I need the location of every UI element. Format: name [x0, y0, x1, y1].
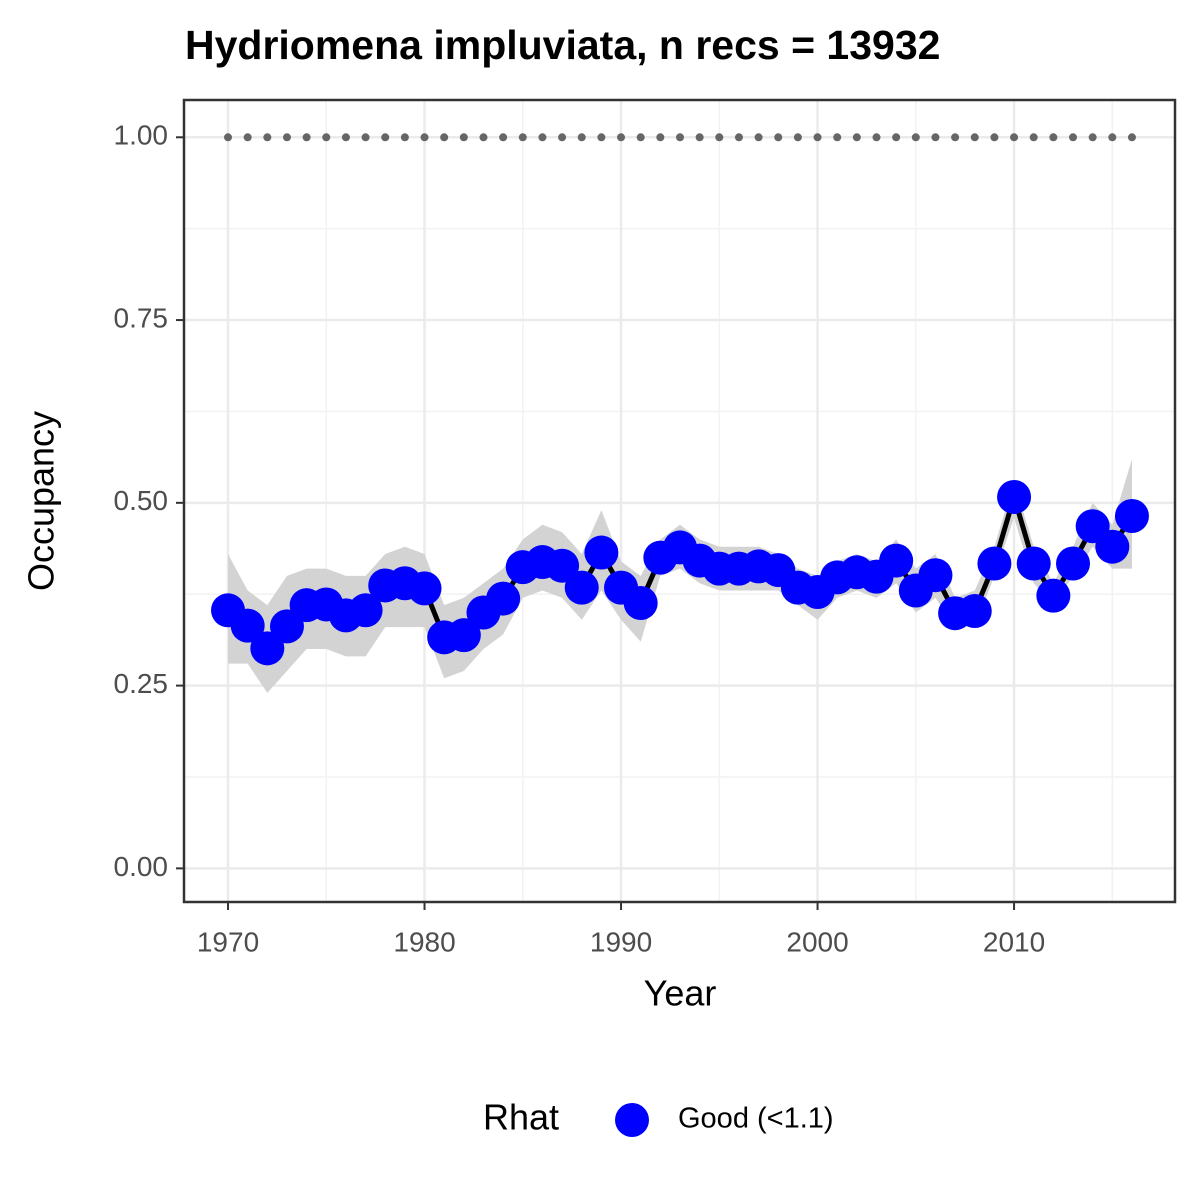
- x-tick-label: 1980: [393, 926, 455, 957]
- reference-dot: [617, 133, 626, 142]
- y-tick-label: 1.00: [114, 120, 169, 151]
- reference-dot: [951, 133, 960, 142]
- reference-dot: [499, 133, 508, 142]
- reference-dot: [636, 133, 645, 142]
- data-point: [230, 608, 265, 643]
- data-point: [1016, 546, 1051, 581]
- reference-dot: [558, 133, 567, 142]
- reference-dot: [263, 133, 272, 142]
- reference-dot: [734, 133, 743, 142]
- data-point: [623, 585, 658, 620]
- reference-dot: [1029, 133, 1038, 142]
- reference-dot: [381, 133, 390, 142]
- x-axis-title: Year: [644, 973, 717, 1014]
- data-point: [977, 546, 1012, 581]
- data-point: [1114, 498, 1149, 533]
- reference-dot: [420, 133, 429, 142]
- reference-dot: [911, 133, 920, 142]
- data-point: [348, 593, 383, 628]
- reference-dot: [440, 133, 449, 142]
- reference-dot: [224, 133, 233, 142]
- reference-dot: [872, 133, 881, 142]
- reference-dot: [597, 133, 606, 142]
- reference-dot: [793, 133, 802, 142]
- data-point: [407, 571, 442, 606]
- y-tick-label: 0.75: [114, 302, 169, 333]
- legend-marker: [615, 1103, 649, 1137]
- reference-dot: [656, 133, 665, 142]
- data-point: [486, 581, 521, 616]
- data-point: [957, 594, 992, 629]
- reference-dot: [400, 133, 409, 142]
- reference-dot: [479, 133, 488, 142]
- data-point: [250, 631, 285, 666]
- reference-dot: [852, 133, 861, 142]
- reference-dot: [459, 133, 468, 142]
- data-point: [545, 548, 580, 583]
- plot-area: 0.00 0.25 0.50 0.75 1.00 1970 1980 1990 2000 2010: [114, 98, 1177, 957]
- y-tick-label: 0.00: [114, 851, 169, 882]
- legend-title: Rhat: [483, 1097, 559, 1138]
- data-point: [918, 558, 953, 593]
- reference-dot: [518, 133, 527, 142]
- reference-dot: [1049, 133, 1058, 142]
- reference-dot: [833, 133, 842, 142]
- data-point: [446, 618, 481, 653]
- reference-dot: [1010, 133, 1019, 142]
- chart-title: Hydriomena impluviata, n recs = 13932: [185, 22, 940, 68]
- x-tick-label: 1990: [590, 926, 652, 957]
- x-tick-label: 2000: [786, 926, 848, 957]
- data-point: [879, 543, 914, 578]
- x-tick-label: 1970: [197, 926, 259, 957]
- reference-dot: [931, 133, 940, 142]
- reference-dot: [675, 133, 684, 142]
- reference-dot: [361, 133, 370, 142]
- reference-dot: [813, 133, 822, 142]
- y-tick-label: 0.25: [114, 668, 169, 699]
- reference-dot: [970, 133, 979, 142]
- reference-dot: [754, 133, 763, 142]
- reference-dot: [1069, 133, 1078, 142]
- reference-dot: [341, 133, 350, 142]
- reference-dot: [538, 133, 547, 142]
- reference-dot: [695, 133, 704, 142]
- reference-dot: [774, 133, 783, 142]
- x-tick-label: 2010: [983, 926, 1045, 957]
- reference-dot: [1108, 133, 1117, 142]
- reference-dot: [892, 133, 901, 142]
- reference-dot: [302, 133, 311, 142]
- data-point: [1095, 529, 1130, 564]
- reference-dot: [1088, 133, 1097, 142]
- data-point: [584, 535, 619, 570]
- reference-dot: [990, 133, 999, 142]
- panel-border: [182, 98, 1177, 904]
- legend: Rhat Good (<1.1): [483, 1097, 834, 1138]
- data-point: [564, 570, 599, 605]
- reference-dot: [577, 133, 586, 142]
- data-point: [1056, 546, 1091, 581]
- reference-dot: [1127, 133, 1136, 142]
- y-axis-title: Occupancy: [21, 411, 62, 591]
- legend-label: Good (<1.1): [678, 1103, 834, 1135]
- reference-dot: [282, 133, 291, 142]
- y-tick-label: 0.50: [114, 485, 169, 516]
- reference-dot: [715, 133, 724, 142]
- data-point: [1036, 578, 1071, 613]
- data-point: [997, 479, 1032, 514]
- reference-dot: [243, 133, 252, 142]
- reference-dot: [322, 133, 331, 142]
